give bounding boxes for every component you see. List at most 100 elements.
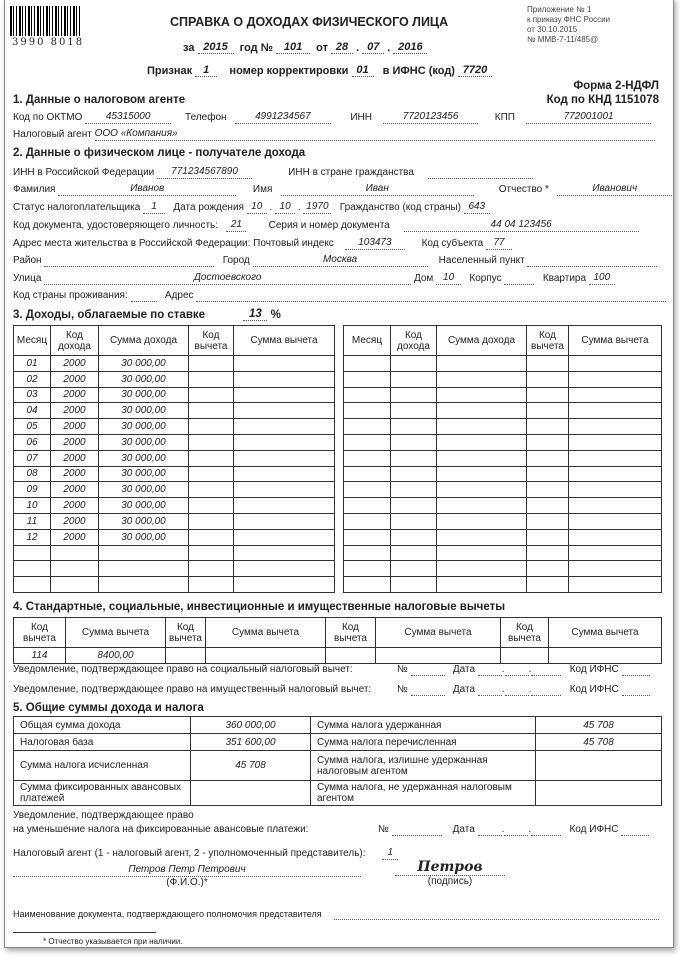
income-row <box>343 433 662 451</box>
knd-code: Код по КНД 1151078 <box>546 94 659 106</box>
flat-field[interactable]: 100 <box>588 272 615 285</box>
notice-date-field[interactable] <box>477 664 502 676</box>
person-inn-field[interactable]: 771234567890 <box>157 166 253 179</box>
person-street-row: Улица Достоевского Дом 10 Корпус Квартир… <box>13 272 615 285</box>
patronymic-field[interactable]: Иванович <box>557 183 673 196</box>
income-cell: 05 <box>13 418 51 435</box>
country-field[interactable] <box>130 290 157 302</box>
totals-value <box>535 780 662 806</box>
agent-name-field[interactable]: ООО «Компания» <box>94 128 655 141</box>
doc-number-field[interactable]: 44 04 123456 <box>403 219 639 232</box>
income-cell <box>13 576 51 593</box>
signature: Петров <box>395 860 505 876</box>
income-cell <box>568 433 662 451</box>
signature-block: Петров (подпись) <box>395 860 505 888</box>
zip-field[interactable]: 103473 <box>344 237 405 250</box>
representative-doc-field[interactable] <box>334 908 660 920</box>
doc-code-field[interactable]: 21 <box>226 219 247 232</box>
income-cell <box>188 370 234 388</box>
income-cell <box>98 560 189 578</box>
income-row: 03 2000 30 000,00 <box>13 386 335 404</box>
citizenship-field[interactable]: 643 <box>463 201 490 214</box>
phone-field[interactable]: 4991234567 <box>234 111 331 124</box>
agent-type-row: Налоговый агент (1 - налоговый агент, 2 … <box>13 847 399 860</box>
day-field[interactable]: 28 <box>331 41 354 54</box>
income-cell <box>568 544 662 562</box>
notice-ifns-field[interactable] <box>621 664 650 676</box>
income-cell <box>188 512 234 530</box>
notice-no-field[interactable] <box>410 684 445 696</box>
surname-field[interactable]: Иванов <box>58 183 237 196</box>
status-field[interactable]: 1 <box>143 201 166 214</box>
income-cell <box>98 544 189 562</box>
representative-doc-row: Наименование документа, подтверждающего … <box>13 908 660 920</box>
income-header: Код вычета <box>526 325 569 356</box>
income-cell <box>526 465 569 483</box>
agent-codes-row: Код по ОКТМО 45315000 Телефон 4991234567… <box>13 111 652 124</box>
person-city-row: Район Город Москва Населенный пункт <box>13 254 658 267</box>
dob-month-field[interactable]: 10 <box>275 201 296 214</box>
income-cell: 30 000,00 <box>98 449 189 467</box>
district-field[interactable] <box>44 255 215 267</box>
income-row <box>343 481 662 499</box>
income-cell <box>568 402 662 420</box>
year2-field[interactable]: 2016 <box>393 41 428 54</box>
income-cell <box>526 433 569 451</box>
notice-date-field[interactable] <box>477 684 502 696</box>
income-row <box>343 497 662 514</box>
name-field[interactable]: Иван <box>280 183 474 196</box>
income-row <box>343 386 662 404</box>
number-field[interactable]: 101 <box>276 41 311 54</box>
month-field[interactable]: 07 <box>362 41 385 54</box>
income-row: 08 2000 30 000,00 <box>13 465 335 483</box>
foreign-address-field[interactable] <box>196 290 667 302</box>
income-cell: 06 <box>13 433 51 451</box>
income-cell <box>436 465 527 483</box>
street-field[interactable]: Достоевского <box>44 272 412 285</box>
totals-value: 45 708 <box>535 733 662 751</box>
income-header: Код дохода <box>50 325 99 356</box>
income-cell <box>390 433 437 451</box>
year-field[interactable]: 2015 <box>197 41 234 54</box>
income-row <box>343 355 662 372</box>
income-cell <box>568 355 662 372</box>
notice-ifns-field[interactable] <box>621 684 650 696</box>
notice-no-field[interactable] <box>410 664 445 676</box>
income-row: 12 2000 30 000,00 <box>13 528 335 546</box>
barcode-number: 3990 8018 <box>12 37 85 48</box>
house-field[interactable]: 10 <box>436 272 462 285</box>
priznak-field[interactable]: 1 <box>195 64 218 77</box>
income-table-left: Месяц Код дохода Сумма дохода Код вычета Сум… <box>13 325 335 593</box>
income-cell <box>526 497 569 514</box>
korpus-field[interactable] <box>504 273 535 285</box>
notice-date-field[interactable] <box>477 824 502 836</box>
dob-day-field[interactable]: 10 <box>246 201 267 214</box>
income-header: Сумма вычета <box>568 325 662 356</box>
ifns-field[interactable]: 7720 <box>458 64 493 77</box>
income-row <box>343 370 662 388</box>
locality-field[interactable] <box>527 255 658 267</box>
income-cell <box>188 433 234 451</box>
agent-type-field[interactable]: 1 <box>382 847 399 860</box>
income-cell <box>568 576 662 593</box>
income-cell: 2000 <box>50 497 99 514</box>
notice-ifns-field[interactable] <box>621 824 650 836</box>
korr-field[interactable]: 01 <box>351 64 374 77</box>
income-cell <box>390 355 437 372</box>
foreign-inn-field[interactable] <box>427 167 533 179</box>
region-field[interactable]: 77 <box>486 237 513 250</box>
kpp-field[interactable]: 772001001 <box>526 111 652 124</box>
income-cell <box>343 465 391 483</box>
agent-inn-field[interactable]: 7720123456 <box>383 111 479 124</box>
rate-field[interactable]: 13 <box>243 308 268 321</box>
section-1-title: 1. Данные о налоговом агенте <box>13 94 186 106</box>
fio-field[interactable]: Петров Петр Петрович <box>13 864 361 877</box>
form-sign-line: Признак 1 номер корректировки 01 в ИФНС … <box>147 64 493 77</box>
income-cell <box>436 402 527 420</box>
notice-no-field[interactable] <box>391 824 442 836</box>
dob-year-field[interactable]: 1970 <box>303 201 332 214</box>
oktmo-field[interactable]: 45315000 <box>85 111 172 124</box>
city-field[interactable]: Москва <box>252 254 428 267</box>
income-cell <box>233 355 335 372</box>
